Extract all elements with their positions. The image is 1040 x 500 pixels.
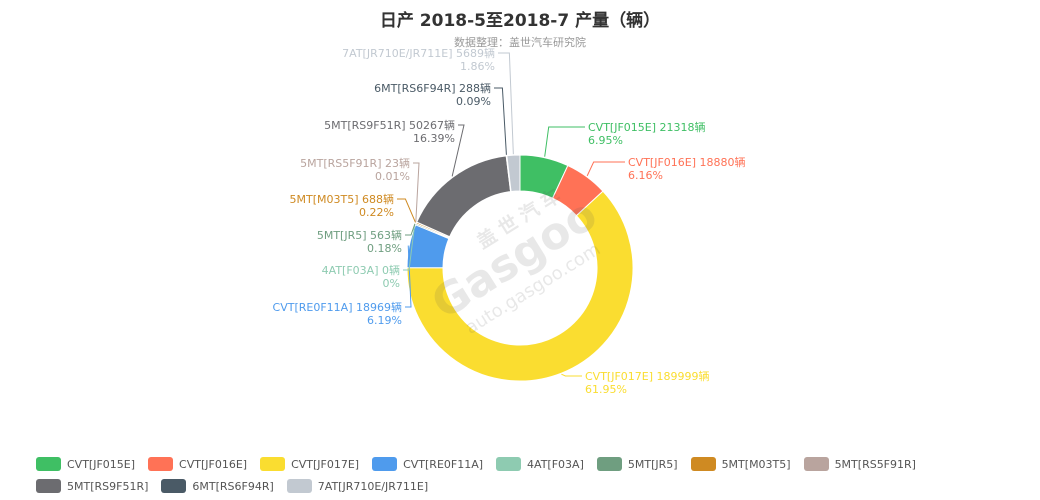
- slice-percent-cvt-jf015e: 6.95%: [588, 134, 623, 147]
- legend-label-cvt-jf017e: CVT[JF017E]: [291, 457, 360, 471]
- legend-item-5mt-m03t5[interactable]: 5MT[M03T5]: [690, 456, 791, 472]
- legend-item-4at-f03a[interactable]: 4AT[F03A]: [496, 456, 584, 472]
- legend-label-6mt-rs6f94r: 6MT[RS6F94R]: [192, 479, 274, 493]
- legend-label-cvt-re0f11a: CVT[RE0F11A]: [403, 457, 484, 471]
- slice-label-6mt-rs6f94r: 6MT[RS6F94R] 288辆: [374, 81, 491, 95]
- legend-swatch-6mt-rs6f94r: [161, 479, 187, 493]
- legend-swatch-4at-f03a: [496, 457, 522, 471]
- legend-item-7at-jr710e-jr711e[interactable]: 7AT[JR710E/JR711E]: [286, 478, 429, 494]
- legend-item-cvt-jf017e[interactable]: CVT[JF017E]: [260, 456, 359, 472]
- slice-percent-4at-f03a: 0%: [383, 277, 400, 290]
- leader-line-5mt-jr5: [405, 223, 416, 236]
- slice-percent-5mt-rs9f51r: 16.39%: [413, 132, 455, 145]
- legend-item-5mt-jr5[interactable]: 5MT[JR5]: [596, 456, 678, 472]
- legend-swatch-5mt-m03t5: [690, 457, 716, 471]
- legend-swatch-7at-jr710e-jr711e: [286, 479, 312, 493]
- chart-title: 日产 2018-5至2018-7 产量（辆）: [379, 11, 661, 31]
- legend-label-5mt-m03t5: 5MT[M03T5]: [721, 457, 791, 471]
- slice-label-5mt-jr5: 5MT[JR5] 563辆: [317, 228, 402, 242]
- legend-item-cvt-jf016e[interactable]: CVT[JF016E]: [148, 456, 247, 472]
- legend-label-7at-jr710e-jr711e: 7AT[JR710E/JR711E]: [317, 479, 429, 493]
- slice-percent-5mt-rs5f91r: 0.01%: [375, 170, 410, 183]
- slice-label-7at-jr710e-jr711e: 7AT[JR710E/JR711E] 5689辆: [342, 46, 495, 60]
- chart-subtitle: 数据整理：盖世汽车研究院: [454, 36, 586, 49]
- legend-swatch-cvt-jf016e: [148, 457, 174, 471]
- legend-item-5mt-rs9f51r[interactable]: 5MT[RS9F51R]: [36, 478, 148, 494]
- legend-item-cvt-jf015e[interactable]: CVT[JF015E]: [36, 456, 135, 472]
- slice-percent-7at-jr710e-jr711e: 1.86%: [460, 60, 495, 73]
- legend-swatch-cvt-jf017e: [260, 457, 286, 471]
- slice-percent-6mt-rs6f94r: 0.09%: [456, 95, 491, 108]
- legend-item-5mt-rs5f91r[interactable]: 5MT[RS5F91R]: [803, 456, 916, 472]
- slice-cvt-jf017e[interactable]: [406, 190, 634, 382]
- legend-label-5mt-jr5: 5MT[JR5]: [627, 457, 678, 471]
- slice-label-5mt-m03t5: 5MT[M03T5] 688辆: [290, 192, 395, 206]
- slice-label-cvt-jf015e: CVT[JF015E] 21318辆: [588, 120, 706, 134]
- slice-7at-jr710e-jr711e[interactable]: [506, 154, 521, 193]
- slice-percent-cvt-jf016e: 6.16%: [628, 169, 663, 182]
- legend-swatch-5mt-rs5f91r: [803, 457, 829, 471]
- slice-label-cvt-jf016e: CVT[JF016E] 18880辆: [628, 155, 746, 169]
- donut-chart: 盖世汽车 Gasgoo auto.gasgoo.com CVT[JF015E] …: [273, 46, 746, 396]
- leader-line-5mt-rs5f91r: [413, 162, 420, 222]
- legend-swatch-cvt-jf015e: [36, 457, 61, 471]
- donut-slices: [406, 154, 634, 382]
- legend-item-6mt-rs6f94r[interactable]: 6MT[RS6F94R]: [161, 478, 274, 494]
- slice-label-5mt-rs9f51r: 5MT[RS9F51R] 50267辆: [324, 118, 455, 132]
- leader-line-cvt-jf015e: [544, 126, 585, 157]
- legend-swatch-5mt-rs9f51r: [36, 479, 61, 493]
- leader-line-5mt-rs9f51r: [451, 124, 465, 177]
- legend-label-cvt-jf016e: CVT[JF016E]: [179, 457, 248, 471]
- slice-percent-cvt-re0f11a: 6.19%: [367, 314, 402, 327]
- slice-percent-cvt-jf017e: 61.95%: [585, 383, 627, 396]
- slice-label-cvt-jf017e: CVT[JF017E] 189999辆: [585, 369, 710, 383]
- leader-line-cvt-jf016e: [586, 161, 625, 177]
- legend-swatch-5mt-jr5: [596, 457, 622, 471]
- legend-label-cvt-jf015e: CVT[JF015E]: [67, 457, 136, 471]
- leader-line-cvt-jf017e: [561, 373, 582, 377]
- leader-line-4at-f03a: [403, 224, 416, 271]
- slice-percent-5mt-m03t5: 0.22%: [359, 206, 394, 219]
- slice-label-cvt-re0f11a: CVT[RE0F11A] 18969辆: [273, 300, 402, 314]
- chart-legend: CVT[JF015E] CVT[JF016E] CVT[JF017E] CVT[RE0…: [36, 456, 1036, 494]
- slice-label-5mt-rs5f91r: 5MT[RS5F91R] 23辆: [300, 156, 410, 170]
- legend-swatch-cvt-re0f11a: [372, 457, 398, 471]
- legend-item-cvt-re0f11a[interactable]: CVT[RE0F11A]: [372, 456, 483, 472]
- slice-percent-5mt-jr5: 0.18%: [367, 242, 402, 255]
- legend-label-5mt-rs9f51r: 5MT[RS9F51R]: [67, 479, 149, 493]
- legend-label-4at-f03a: 4AT[F03A]: [527, 457, 584, 471]
- leader-line-5mt-m03t5: [397, 198, 416, 223]
- leader-line-6mt-rs6f94r: [494, 87, 507, 155]
- slice-label-4at-f03a: 4AT[F03A] 0辆: [322, 263, 400, 277]
- legend-label-5mt-rs5f91r: 5MT[RS5F91R]: [834, 457, 916, 471]
- leader-line-7at-jr710e-jr711e: [498, 52, 514, 155]
